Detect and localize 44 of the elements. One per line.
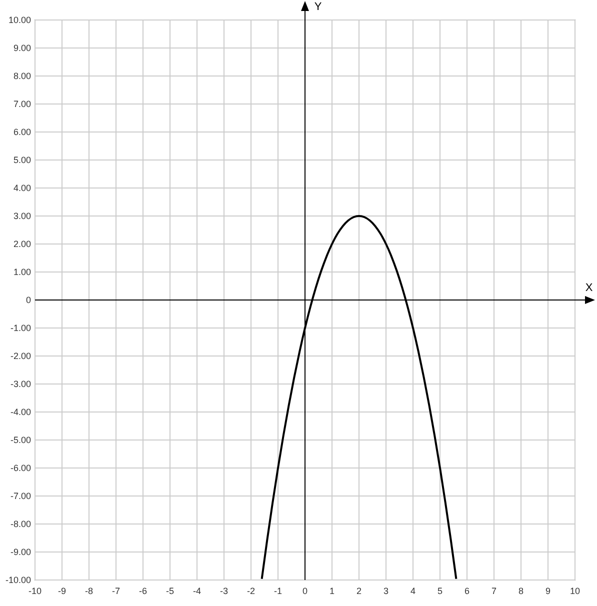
y-tick-label: 3.00 [13,211,31,222]
y-tick-label: -5.00 [10,435,31,446]
y-tick-label: -7.00 [10,491,31,502]
x-tick-label: -9 [58,586,66,596]
y-tick-label: 1.00 [13,267,31,278]
x-tick-label: 4 [410,586,416,596]
x-tick-label: 0 [302,586,308,596]
y-axis-title: Y [314,1,322,13]
x-tick-label: -5 [166,586,174,596]
x-tick-label: 5 [437,586,443,596]
y-tick-label: 10.00 [8,15,31,26]
y-tick-label: -9.00 [10,547,31,558]
y-tick-label: 0 [26,295,31,306]
x-tick-label: 9 [545,586,551,596]
x-tick-label: 6 [464,586,470,596]
y-tick-label: -2.00 [10,351,31,362]
y-tick-label: -8.00 [10,519,31,530]
x-axis-title: X [585,282,594,294]
x-tick-label: 10 [570,586,580,596]
y-tick-label: 9.00 [13,43,31,54]
y-tick-label: -1.00 [10,323,31,334]
y-tick-label: 6.00 [13,127,31,138]
x-tick-label: -1 [274,586,282,596]
y-tick-label: 7.00 [13,99,31,110]
x-tick-label: 3 [383,586,389,596]
y-tick-label: -6.00 [10,463,31,474]
y-tick-label: 5.00 [13,155,31,166]
y-tick-label: 2.00 [13,239,31,250]
y-tick-label: 4.00 [13,183,31,194]
x-tick-label: 1 [329,586,335,596]
x-tick-label: -8 [84,586,94,596]
y-tick-label: -4.00 [10,407,31,418]
x-tick-label: 2 [356,586,362,596]
x-tick-label: 7 [491,586,497,596]
x-tick-label: -7 [112,586,120,596]
x-tick-label: -4 [192,586,202,596]
x-tick-label: 8 [518,586,524,596]
x-tick-label: -6 [138,586,148,596]
x-tick-label: -10 [28,586,42,596]
x-tick-label: -3 [220,586,228,596]
y-tick-label: 8.00 [13,71,31,82]
x-tick-label: -2 [246,586,256,596]
y-tick-label: -3.00 [10,379,31,390]
y-tick-label: -10.00 [5,575,31,586]
